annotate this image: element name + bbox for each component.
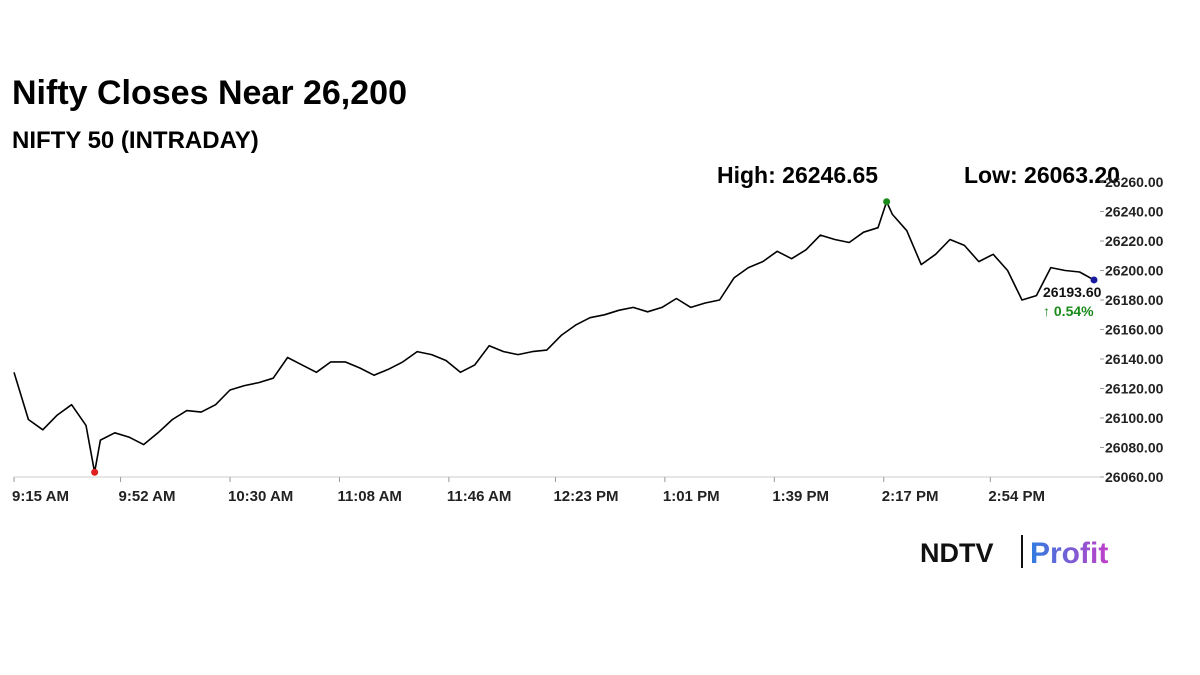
x-tick-label: 9:52 AM [119,488,176,505]
y-tick-label: 26080.00 [1105,440,1164,456]
x-tick-label: 2:54 PM [988,488,1045,505]
y-tick-label: 26260.00 [1105,174,1164,190]
x-tick-label: 1:39 PM [772,488,829,505]
x-tick-label: 9:15 AM [12,488,69,505]
brand-name: NDTV [920,538,994,568]
y-tick-label: 26140.00 [1105,351,1164,367]
x-tick-label: 11:46 AM [447,488,511,505]
last-marker [1090,276,1098,284]
price-line [13,200,1095,474]
y-tick-label: 26220.00 [1105,233,1164,249]
last-value-label: 26193.60 [1043,284,1102,300]
y-tick-label: 26180.00 [1105,292,1164,308]
y-tick-label: 26160.00 [1105,322,1164,338]
high-label: High: 26246.65 [717,162,878,188]
chart-title: Nifty Closes Near 26,200 [12,74,407,112]
low-label: Low: 26063.20 [964,162,1120,188]
low-marker [91,468,99,476]
y-tick-label: 26240.00 [1105,204,1164,220]
change-label: ↑ 0.54% [1043,303,1094,319]
x-tick-label: 11:08 AM [337,488,401,505]
y-tick-label: 26120.00 [1105,381,1164,397]
chart-subtitle: NIFTY 50 (INTRADAY) [12,127,259,154]
x-tick-label: 1:01 PM [663,488,720,505]
brand-product: Profit [1030,537,1108,570]
y-tick-label: 26100.00 [1105,410,1164,426]
y-tick-label: 26200.00 [1105,263,1164,279]
x-tick-label: 12:23 PM [553,488,618,505]
y-tick-label: 26060.00 [1105,469,1164,485]
x-tick-label: 2:17 PM [882,488,939,505]
x-tick-label: 10:30 AM [228,488,293,505]
high-marker [883,198,891,206]
